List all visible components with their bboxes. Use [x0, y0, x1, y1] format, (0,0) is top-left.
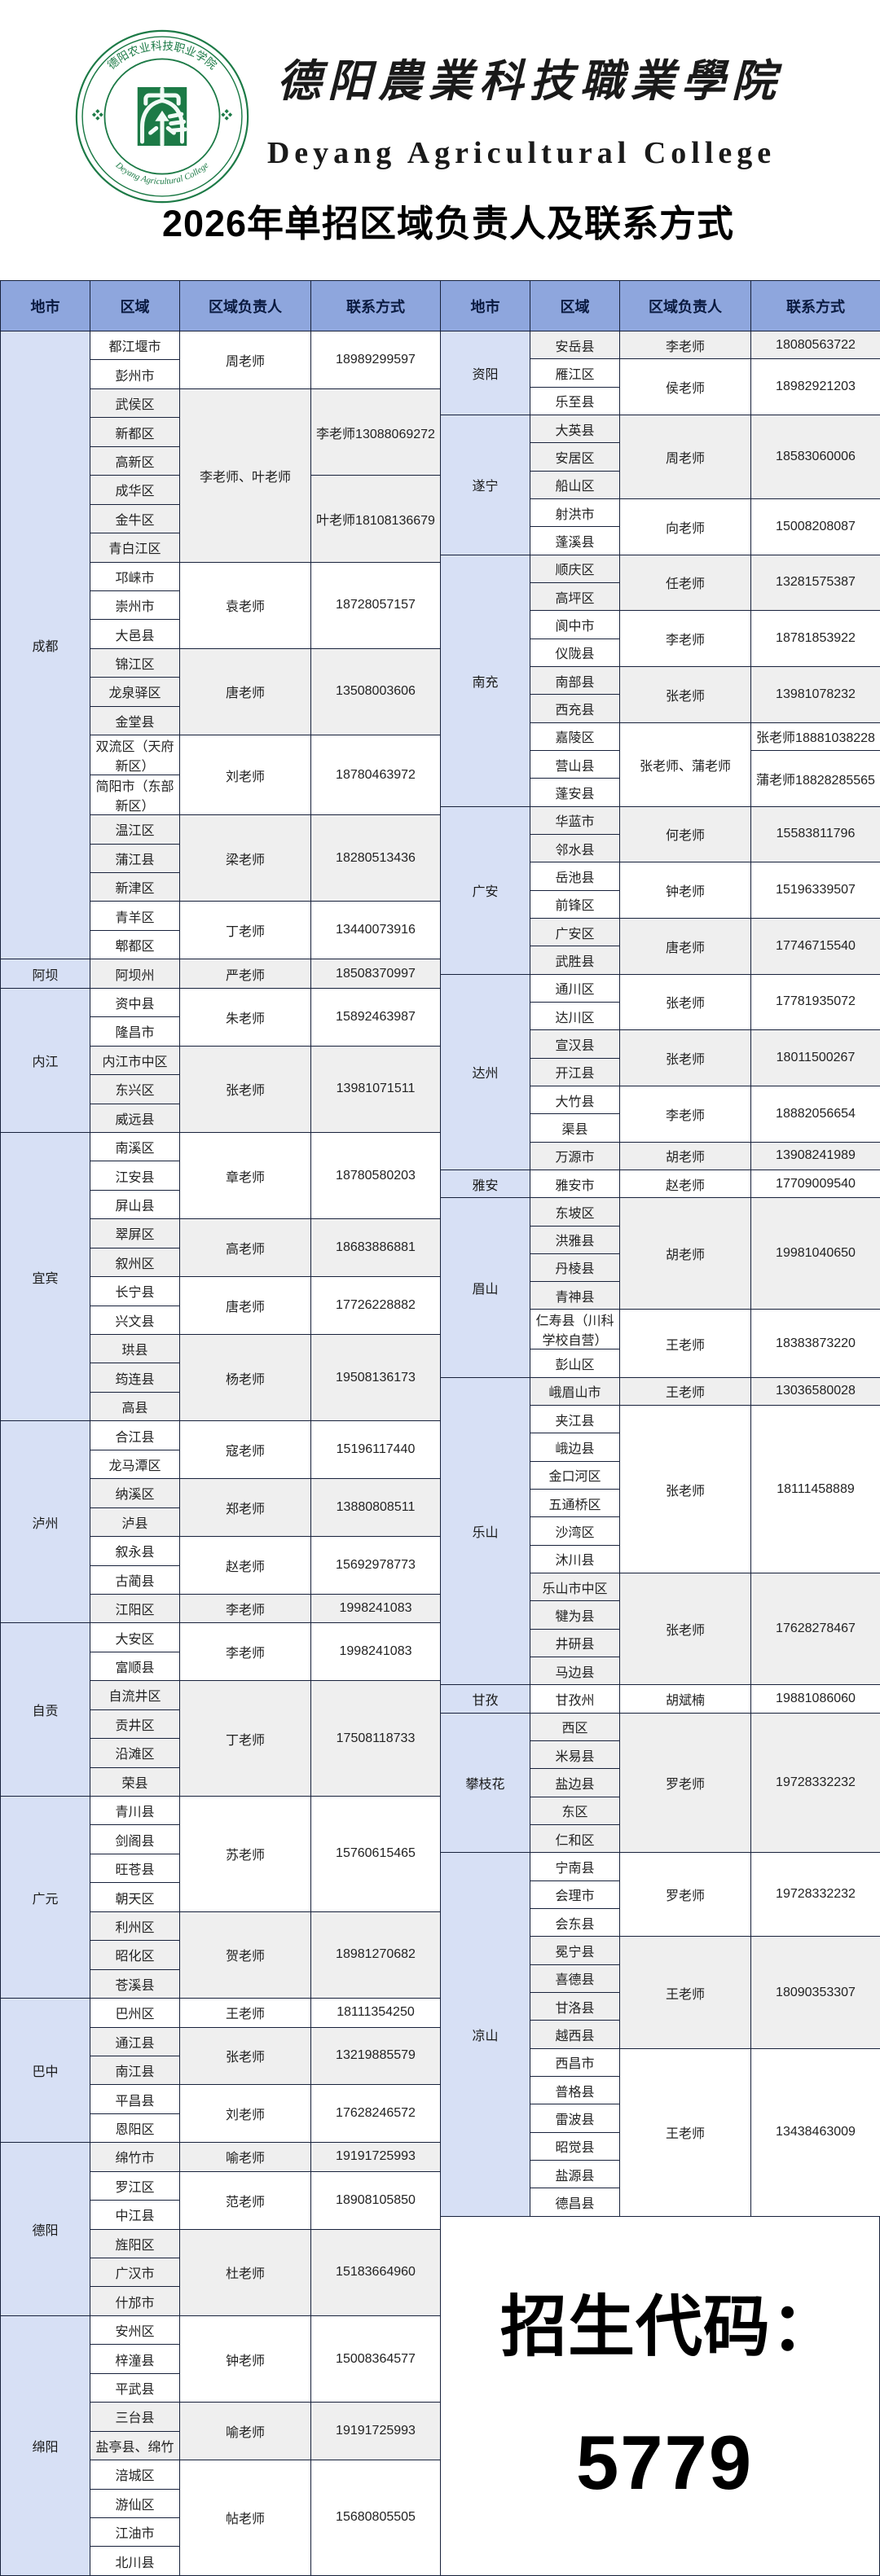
svg-text:❖: ❖ [92, 109, 104, 123]
svg-text:❖: ❖ [221, 109, 233, 123]
